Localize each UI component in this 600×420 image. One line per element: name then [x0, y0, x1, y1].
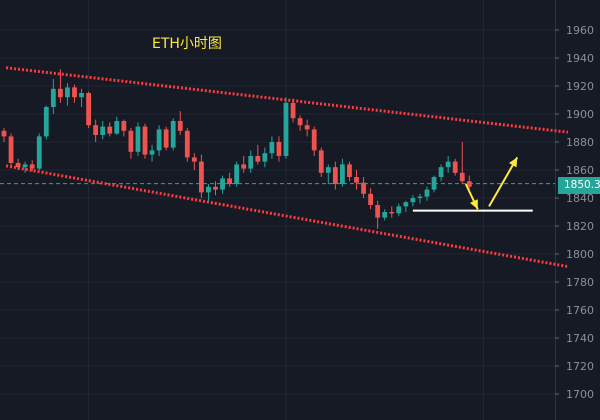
candle-body — [255, 156, 261, 162]
price-axis-label: 1840 — [566, 192, 594, 205]
candle-body — [43, 107, 49, 137]
candle-body — [368, 193, 373, 205]
price-axis-label: 1860 — [566, 164, 594, 177]
candle-body — [86, 93, 91, 126]
candle-body — [438, 167, 444, 177]
candle-body — [262, 153, 268, 162]
candle-body — [452, 161, 458, 173]
candle-body — [128, 130, 134, 152]
current-price-badge: 1850.3 — [558, 177, 600, 194]
candle-body — [396, 206, 402, 214]
candle-body — [325, 167, 331, 173]
candle-body — [135, 126, 141, 152]
projection-up-arrow-shaft — [488, 156, 519, 207]
candle-body — [72, 87, 77, 98]
candle-body — [100, 126, 106, 135]
price-axis-label: 1820 — [566, 220, 594, 233]
candle-body — [361, 182, 366, 194]
price-axis-label: 1920 — [566, 80, 594, 93]
candle-body — [227, 178, 232, 184]
candle-body — [410, 198, 416, 203]
candle-body — [36, 136, 42, 169]
candle-body — [121, 121, 127, 131]
candle-body — [234, 164, 240, 184]
candle-body — [142, 126, 148, 155]
price-axis-label: 1760 — [566, 304, 594, 317]
candle-body — [22, 164, 28, 168]
projection-up-arrow-head — [508, 157, 518, 168]
candle-body — [156, 129, 162, 151]
candle-body — [276, 142, 282, 156]
candle-body — [332, 167, 338, 184]
candle-body — [220, 178, 225, 190]
candle-body — [79, 93, 84, 98]
candle-body — [65, 87, 70, 98]
candle-body — [114, 121, 120, 134]
price-axis-label: 1880 — [566, 136, 594, 149]
candle-body — [213, 186, 218, 190]
candle-body — [354, 177, 359, 183]
price-axis-label: 1940 — [566, 52, 594, 65]
candle-body — [297, 118, 303, 126]
price-axis-label: 1800 — [566, 248, 594, 261]
candle-body — [389, 212, 395, 214]
candle-body — [50, 88, 56, 107]
candle-body — [58, 88, 63, 98]
candle-body — [304, 125, 310, 130]
candle-body — [149, 150, 155, 155]
candle-body — [382, 212, 388, 218]
candle-body — [8, 136, 14, 163]
candle-body — [347, 164, 352, 177]
candle-body — [15, 163, 21, 168]
candle-body — [290, 102, 296, 119]
candle-body — [170, 121, 176, 148]
candle-body — [199, 161, 204, 193]
candle-body — [107, 126, 113, 134]
candle-body — [459, 172, 465, 182]
candle-body — [269, 142, 275, 154]
candle-body — [424, 189, 430, 197]
candle-body — [375, 205, 381, 218]
candle-body — [445, 161, 451, 168]
candle-body — [1, 130, 7, 137]
price-axis-label: 1700 — [566, 388, 594, 401]
candle-body — [417, 196, 423, 198]
price-axis-label: 1780 — [566, 276, 594, 289]
candle-body — [93, 125, 99, 135]
candle-body — [283, 102, 289, 156]
candle-body — [311, 129, 317, 151]
chart-title: ETH小时图 — [152, 36, 222, 52]
candle-body — [248, 156, 254, 169]
candle-body — [340, 164, 345, 184]
candle-body — [318, 150, 324, 173]
price-axis-label: 1740 — [566, 332, 594, 345]
price-axis-label: 1960 — [566, 24, 594, 37]
channel-lower-line — [5, 164, 569, 269]
candle-body — [403, 202, 409, 207]
candle-body — [191, 157, 197, 162]
candle-body — [29, 164, 35, 169]
candle-body — [184, 130, 190, 158]
price-axis-label: 1900 — [566, 108, 594, 121]
candle-body — [177, 121, 183, 131]
price-axis-label: 1720 — [566, 360, 594, 373]
candle-body — [163, 129, 169, 148]
candle-body — [241, 164, 247, 169]
candle-body — [206, 186, 211, 193]
projection-down-arrow-head — [469, 199, 478, 210]
